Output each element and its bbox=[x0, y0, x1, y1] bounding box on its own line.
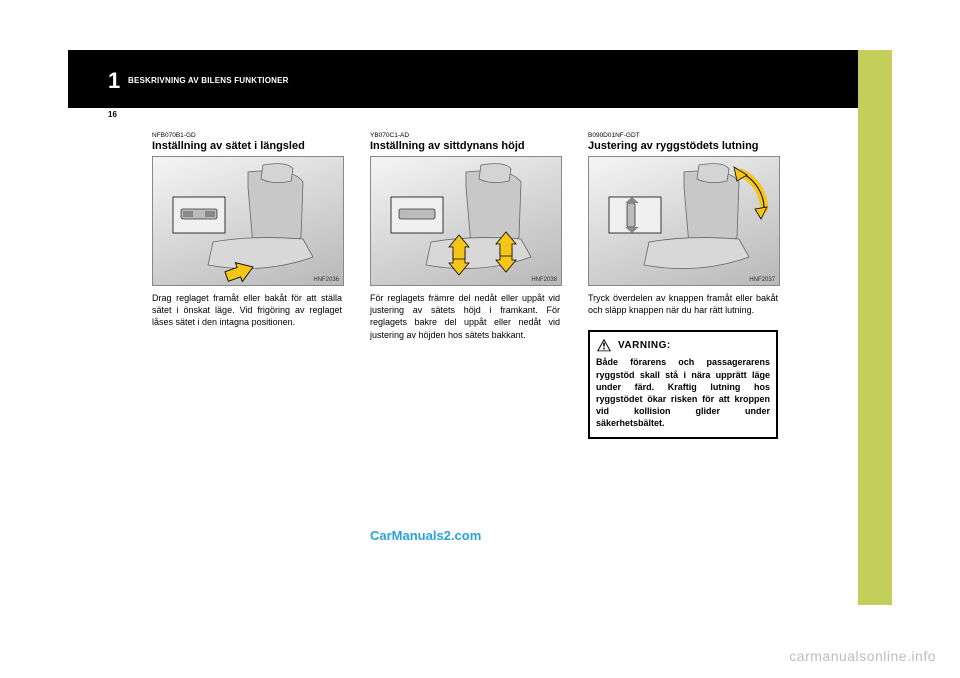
ref-code: B090D01NF-GDT bbox=[588, 132, 778, 139]
figure-caption: HNF2037 bbox=[749, 277, 775, 283]
warning-triangle-icon bbox=[596, 338, 612, 352]
page-header: 1 BESKRIVNING AV BILENS FUNKTIONER bbox=[68, 50, 858, 108]
seat-illustration bbox=[589, 157, 779, 285]
seat-illustration bbox=[153, 157, 343, 285]
side-tab bbox=[858, 50, 892, 605]
section-title: Justering av ryggstödets lutning bbox=[588, 140, 778, 152]
seat-figure: HNF2038 bbox=[370, 156, 562, 286]
ref-code: YB070C1-AD bbox=[370, 132, 560, 139]
figure-caption: HNF2038 bbox=[531, 277, 557, 283]
column-2: YB070C1-AD Inställning av sittdynans höj… bbox=[370, 132, 560, 341]
chapter-number: 1 bbox=[108, 68, 120, 94]
figure-caption: HNF2036 bbox=[313, 277, 339, 283]
column-1: NFB070B1-GD Inställning av sätet i längs… bbox=[152, 132, 342, 329]
page-number: 16 bbox=[108, 110, 117, 119]
section-title: Inställning av sittdynans höjd bbox=[370, 140, 560, 152]
warning-label: VARNING: bbox=[618, 340, 671, 351]
warning-text: Både förarens och passagerarens ryggstöd… bbox=[596, 356, 770, 429]
watermark-carmanualsonline: carmanualsonline.info bbox=[789, 648, 936, 664]
seat-figure: HNF2036 bbox=[152, 156, 344, 286]
body-text: För reglagets främre del nedåt eller upp… bbox=[370, 292, 560, 341]
body-text: Drag reglaget framåt eller bakåt för att… bbox=[152, 292, 342, 328]
column-3: B090D01NF-GDT Justering av ryggstödets l… bbox=[588, 132, 778, 439]
chapter-title: BESKRIVNING AV BILENS FUNKTIONER bbox=[128, 76, 289, 85]
section-title: Inställning av sätet i längsled bbox=[152, 140, 342, 152]
ref-code: NFB070B1-GD bbox=[152, 132, 342, 139]
warning-box: VARNING: Både förarens och passagerarens… bbox=[588, 330, 778, 439]
warning-header: VARNING: bbox=[596, 338, 770, 352]
seat-figure: HNF2037 bbox=[588, 156, 780, 286]
body-text: Tryck överdelen av knappen framåt eller … bbox=[588, 292, 778, 316]
seat-illustration bbox=[371, 157, 561, 285]
watermark-carmanuals2: CarManuals2.com bbox=[370, 528, 481, 543]
